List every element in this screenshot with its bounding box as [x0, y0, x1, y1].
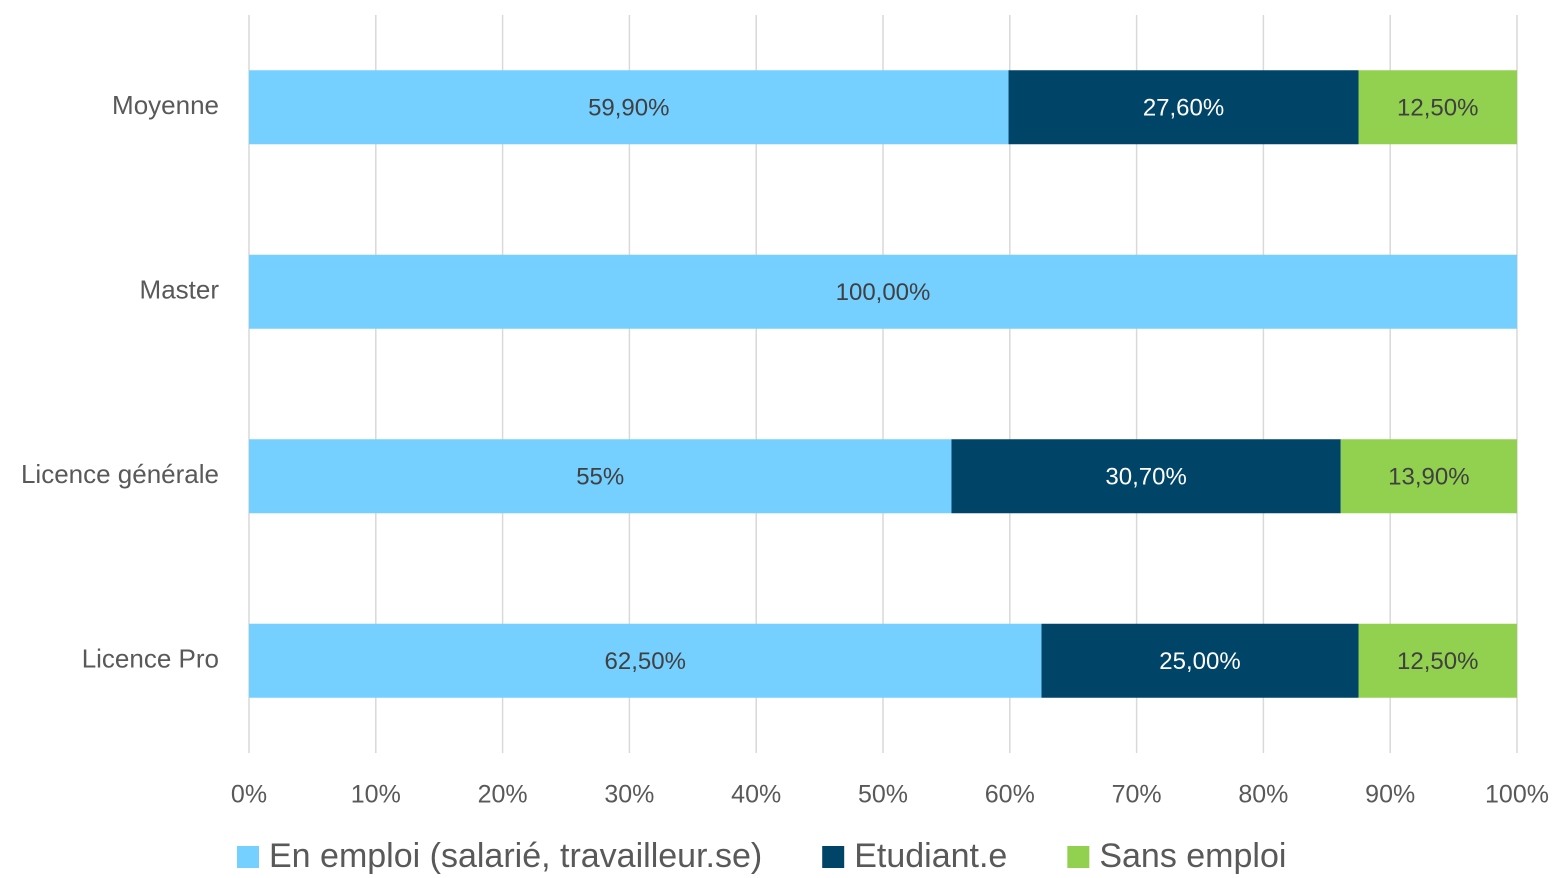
legend-label: Sans emploi — [1099, 837, 1286, 875]
y-tick-label: Licence Pro — [82, 644, 219, 674]
x-tick-label: 100% — [1485, 781, 1549, 809]
y-tick-label: Master — [140, 275, 220, 305]
x-tick-label: 60% — [985, 781, 1035, 809]
data-label: 13,90% — [1388, 464, 1469, 491]
data-label: 100,00% — [836, 279, 931, 306]
data-label: 12,50% — [1397, 648, 1478, 675]
data-label: 55% — [576, 464, 624, 491]
y-tick-label: Licence générale — [21, 459, 219, 489]
y-tick-label: Moyenne — [112, 90, 219, 120]
legend-label: Etudiant.e — [854, 837, 1007, 875]
data-label: 30,70% — [1105, 464, 1186, 491]
x-tick-label: 10% — [351, 781, 401, 809]
x-tick-label: 20% — [478, 781, 528, 809]
bar-segment — [1008, 70, 1359, 145]
x-tick-label: 70% — [1112, 781, 1162, 809]
data-label: 12,50% — [1397, 95, 1478, 122]
x-tick-label: 50% — [858, 781, 908, 809]
data-label: 27,60% — [1143, 95, 1224, 122]
legend-swatch — [237, 846, 259, 868]
bar-segment — [249, 70, 1009, 145]
bar-segment — [951, 439, 1341, 514]
bar-segment — [249, 439, 952, 514]
data-label: 59,90% — [588, 95, 669, 122]
bar-segment — [1340, 439, 1517, 514]
bar-segment — [1358, 623, 1517, 698]
x-tick-label: 80% — [1238, 781, 1288, 809]
x-tick-label: 30% — [604, 781, 654, 809]
legend-label: En emploi (salarié, travailleur.se) — [269, 837, 762, 875]
bar-segment — [1358, 70, 1517, 145]
bar-segment — [1041, 623, 1359, 698]
bar-segment — [249, 623, 1042, 698]
legend-swatch — [1067, 846, 1090, 868]
bar-segment — [249, 254, 1517, 329]
data-label: 25,00% — [1159, 648, 1240, 675]
legend-swatch — [822, 846, 845, 868]
data-label: 62,50% — [605, 648, 686, 675]
x-tick-label: 90% — [1365, 781, 1415, 809]
x-tick-label: 40% — [731, 781, 781, 809]
x-tick-label: 0% — [231, 781, 267, 809]
